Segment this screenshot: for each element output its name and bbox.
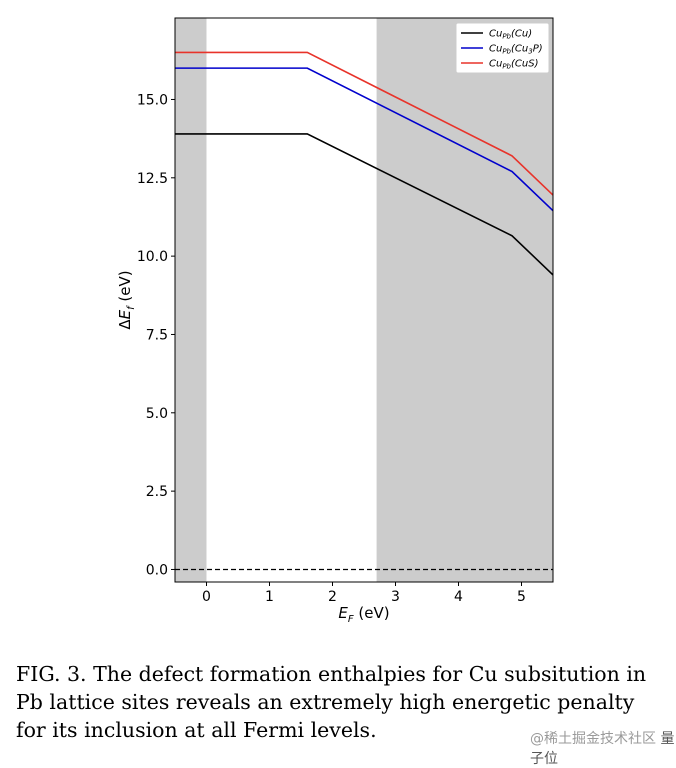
shaded-regions	[175, 18, 553, 582]
y-tick-label-3: 7.5	[146, 327, 168, 343]
x-tick-label-0: 0	[202, 589, 211, 605]
plot-frame	[174, 17, 554, 583]
legend: CuPb(Cu) CuPb(Cu3P) CuPb(CuS)	[455, 22, 550, 74]
series-line-1	[175, 67, 554, 212]
watermark-brand: 量子位	[530, 731, 675, 767]
shaded-region-1	[376, 18, 553, 582]
y-tick-label-5: 12.5	[137, 171, 168, 187]
series-lines	[175, 51, 554, 276]
figure-caption: FIG. 3. The defect formation enthalpies …	[16, 662, 647, 742]
y-tick-label-2: 5.0	[146, 406, 168, 422]
x-tick-label-1: 1	[265, 589, 274, 605]
y-tick-label-6: 15.0	[137, 92, 168, 108]
legend-label-2: CuPb(CuS)	[489, 59, 538, 71]
y-ticks: 0.0 2.5 5.0 7.5 10.0 12.5 15.0	[137, 92, 175, 578]
x-tick-label-5: 5	[517, 589, 526, 605]
y-tick-label-0: 0.0	[146, 562, 168, 578]
y-tick-label-1: 2.5	[146, 484, 168, 500]
y-tick-label-4: 10.0	[137, 249, 168, 265]
x-tick-label-3: 3	[391, 589, 400, 605]
x-tick-label-4: 4	[454, 589, 463, 605]
series-line-0	[175, 133, 554, 276]
y-axis-label: ΔEf (eV)	[116, 270, 137, 329]
watermark-source: @稀土掘金技术社区	[530, 731, 656, 747]
legend-label-1: CuPb(Cu3P)	[489, 44, 543, 56]
watermark: @稀土掘金技术社区 量子位	[530, 728, 676, 768]
legend-label-0: CuPb(Cu)	[489, 29, 532, 41]
shaded-region-0	[175, 18, 207, 582]
x-tick-label-2: 2	[328, 589, 337, 605]
x-axis-label: EF (eV)	[338, 604, 389, 625]
x-ticks: 0 1 2 3 4 5	[202, 582, 526, 605]
series-line-2	[175, 51, 554, 196]
legend-box	[455, 22, 550, 74]
